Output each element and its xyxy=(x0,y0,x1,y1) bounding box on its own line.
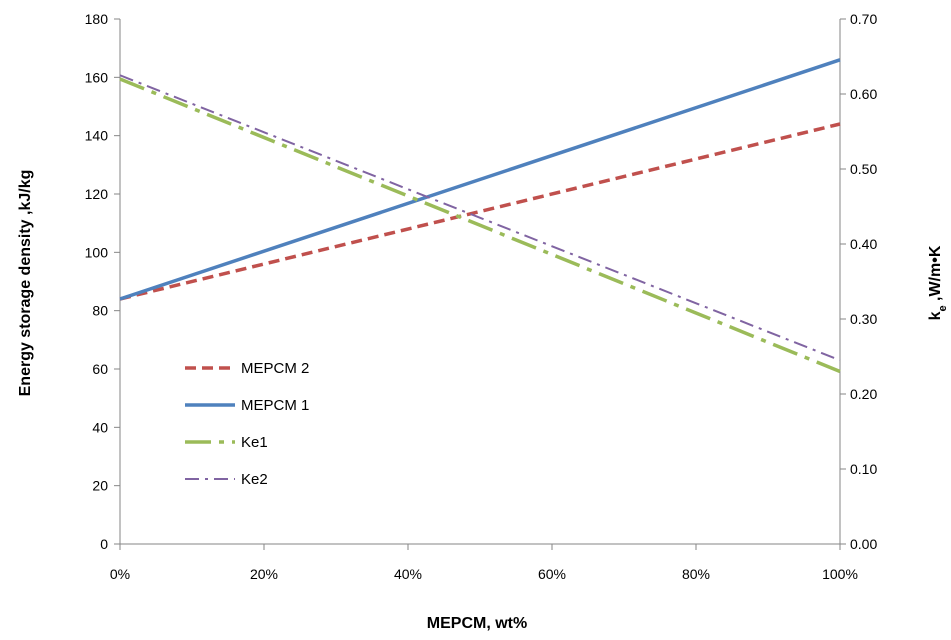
y-axis-right-title-rest: ,W/m•K xyxy=(927,245,944,305)
y-right-tick-label: 0.20 xyxy=(850,386,877,402)
y-axis-right-title-base: k xyxy=(927,311,944,320)
x-tick-label: 0% xyxy=(110,566,130,582)
tick-labels: 0 20 40 60 80 100 120 140 160 180 0.00 0.10 0.20 0.30… xyxy=(85,11,878,582)
y-right-tick-label: 0.40 xyxy=(850,236,877,252)
y-axis-left-title: Energy storage density ,kJ/kg xyxy=(17,170,34,397)
y-right-tick-label: 0.30 xyxy=(850,311,877,327)
series-line-mepcm-1 xyxy=(119,58,841,301)
legend-label-mepcm-2: MEPCM 2 xyxy=(241,360,309,377)
axes xyxy=(114,18,846,550)
y-left-tick-label: 100 xyxy=(85,244,109,260)
y-left-tick-label: 160 xyxy=(85,69,109,85)
series-line-ke2 xyxy=(119,74,841,362)
x-axis-title: MEPCM, wt% xyxy=(427,615,527,632)
legend-label-ke2: Ke2 xyxy=(241,471,268,488)
y-left-tick-label: 20 xyxy=(92,478,108,494)
x-tick-label: 40% xyxy=(394,566,422,582)
y-left-tick-label: 40 xyxy=(92,419,108,435)
series-line-mepcm-2 xyxy=(119,122,841,301)
y-axis-right-title-sub: e xyxy=(937,305,949,311)
y-right-tick-label: 0.10 xyxy=(850,461,877,477)
y-left-tick-label: 80 xyxy=(92,303,108,319)
y-right-tick-label: 0.70 xyxy=(850,11,877,27)
x-tick-label: 100% xyxy=(822,566,858,582)
legend-label-ke1: Ke1 xyxy=(241,434,268,451)
y-axis-right-title: ke ,W/m•K xyxy=(927,245,949,320)
y-left-tick-label: 0 xyxy=(100,536,108,552)
legend: MEPCM 2 MEPCM 1 Ke1 Ke2 xyxy=(185,360,309,488)
legend-label-mepcm-1: MEPCM 1 xyxy=(241,397,309,414)
y-left-tick-label: 140 xyxy=(85,128,109,144)
y-left-tick-label: 120 xyxy=(85,186,109,202)
y-right-tick-label: 0.50 xyxy=(850,161,877,177)
y-left-tick-label: 180 xyxy=(85,11,109,27)
y-right-tick-label: 0.60 xyxy=(850,86,877,102)
x-tick-label: 60% xyxy=(538,566,566,582)
series-line-ke1 xyxy=(119,77,841,374)
x-tick-label: 20% xyxy=(250,566,278,582)
y-left-tick-label: 60 xyxy=(92,361,108,377)
y-right-tick-label: 0.00 xyxy=(850,536,877,552)
x-tick-label: 80% xyxy=(682,566,710,582)
series-lines xyxy=(119,58,841,374)
